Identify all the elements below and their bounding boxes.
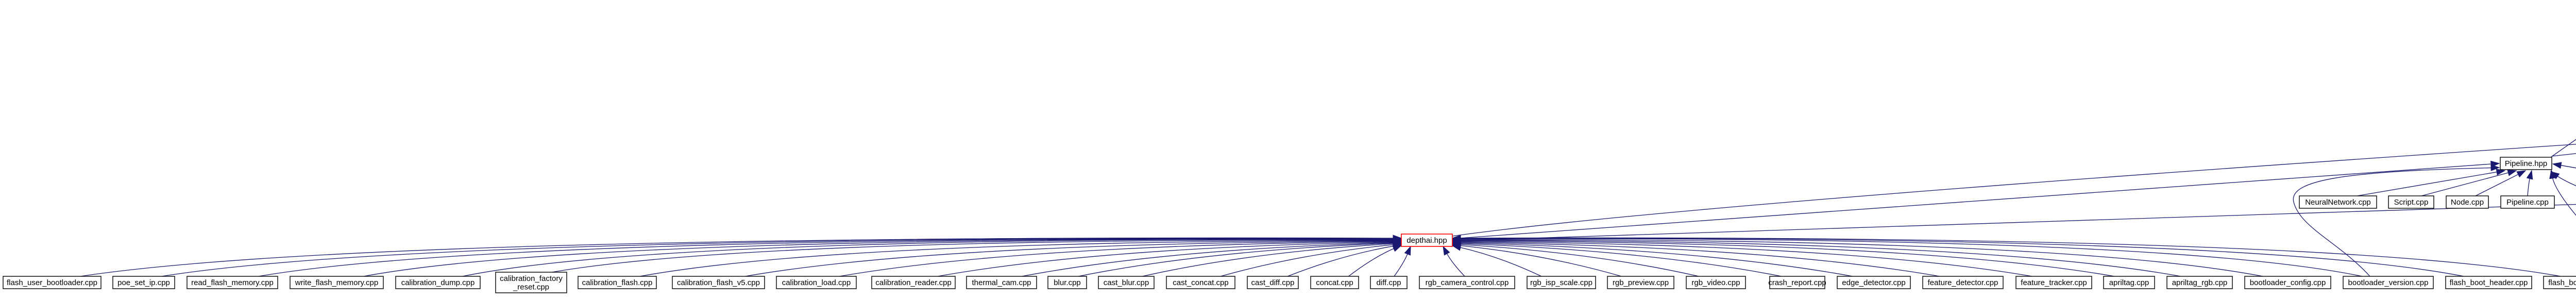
- svg-text:apriltag_rgb.cpp: apriltag_rgb.cpp: [2172, 278, 2228, 287]
- svg-text:rgb_isp_scale.cpp: rgb_isp_scale.cpp: [1530, 278, 1592, 287]
- svg-text:diff.cpp: diff.cpp: [1376, 278, 1401, 287]
- svg-text:bootloader_config.cpp: bootloader_config.cpp: [2250, 278, 2326, 287]
- svg-text:feature_tracker.cpp: feature_tracker.cpp: [2021, 278, 2087, 287]
- svg-text:read_flash_memory.cpp: read_flash_memory.cpp: [191, 278, 274, 287]
- svg-text:calibration_flash.cpp: calibration_flash.cpp: [582, 278, 653, 287]
- svg-text:NeuralNetwork.cpp: NeuralNetwork.cpp: [2305, 198, 2371, 207]
- svg-text:Pipeline.cpp: Pipeline.cpp: [2506, 198, 2549, 207]
- svg-text:_reset.cpp: _reset.cpp: [513, 283, 549, 292]
- svg-text:depthai.hpp: depthai.hpp: [1406, 236, 1447, 245]
- svg-text:crash_report.cpp: crash_report.cpp: [1768, 278, 1826, 287]
- svg-text:edge_detector.cpp: edge_detector.cpp: [1842, 278, 1905, 287]
- svg-text:flash_user_bootloader.cpp: flash_user_bootloader.cpp: [7, 278, 97, 287]
- svg-text:bootloader_version.cpp: bootloader_version.cpp: [2348, 278, 2429, 287]
- svg-text:cast_blur.cpp: cast_blur.cpp: [1104, 278, 1149, 287]
- svg-text:thermal_cam.cpp: thermal_cam.cpp: [972, 278, 1031, 287]
- svg-text:flash_bootloader.cpp: flash_bootloader.cpp: [2548, 278, 2576, 287]
- svg-text:calibration_reader.cpp: calibration_reader.cpp: [875, 278, 952, 287]
- svg-text:write_flash_memory.cpp: write_flash_memory.cpp: [295, 278, 378, 287]
- svg-text:feature_detector.cpp: feature_detector.cpp: [1928, 278, 1998, 287]
- svg-text:rgb_preview.cpp: rgb_preview.cpp: [1613, 278, 1669, 287]
- svg-text:rgb_video.cpp: rgb_video.cpp: [1691, 278, 1740, 287]
- svg-text:Node.cpp: Node.cpp: [2451, 198, 2484, 207]
- svg-text:flash_boot_header.cpp: flash_boot_header.cpp: [2450, 278, 2528, 287]
- svg-text:cast_concat.cpp: cast_concat.cpp: [1173, 278, 1228, 287]
- svg-text:calibration_dump.cpp: calibration_dump.cpp: [401, 278, 475, 287]
- svg-text:poe_set_ip.cpp: poe_set_ip.cpp: [117, 278, 170, 287]
- svg-text:cast_diff.cpp: cast_diff.cpp: [1251, 278, 1295, 287]
- svg-text:calibration_factory: calibration_factory: [500, 274, 563, 283]
- svg-text:rgb_camera_control.cpp: rgb_camera_control.cpp: [1426, 278, 1509, 287]
- svg-text:Pipeline.hpp: Pipeline.hpp: [2505, 159, 2548, 168]
- svg-text:calibration_flash_v5.cpp: calibration_flash_v5.cpp: [677, 278, 760, 287]
- svg-text:blur.cpp: blur.cpp: [1054, 278, 1081, 287]
- svg-text:Script.cpp: Script.cpp: [2394, 198, 2429, 207]
- svg-text:concat.cpp: concat.cpp: [1316, 278, 1353, 287]
- svg-text:calibration_load.cpp: calibration_load.cpp: [782, 278, 851, 287]
- svg-text:apriltag.cpp: apriltag.cpp: [2109, 278, 2149, 287]
